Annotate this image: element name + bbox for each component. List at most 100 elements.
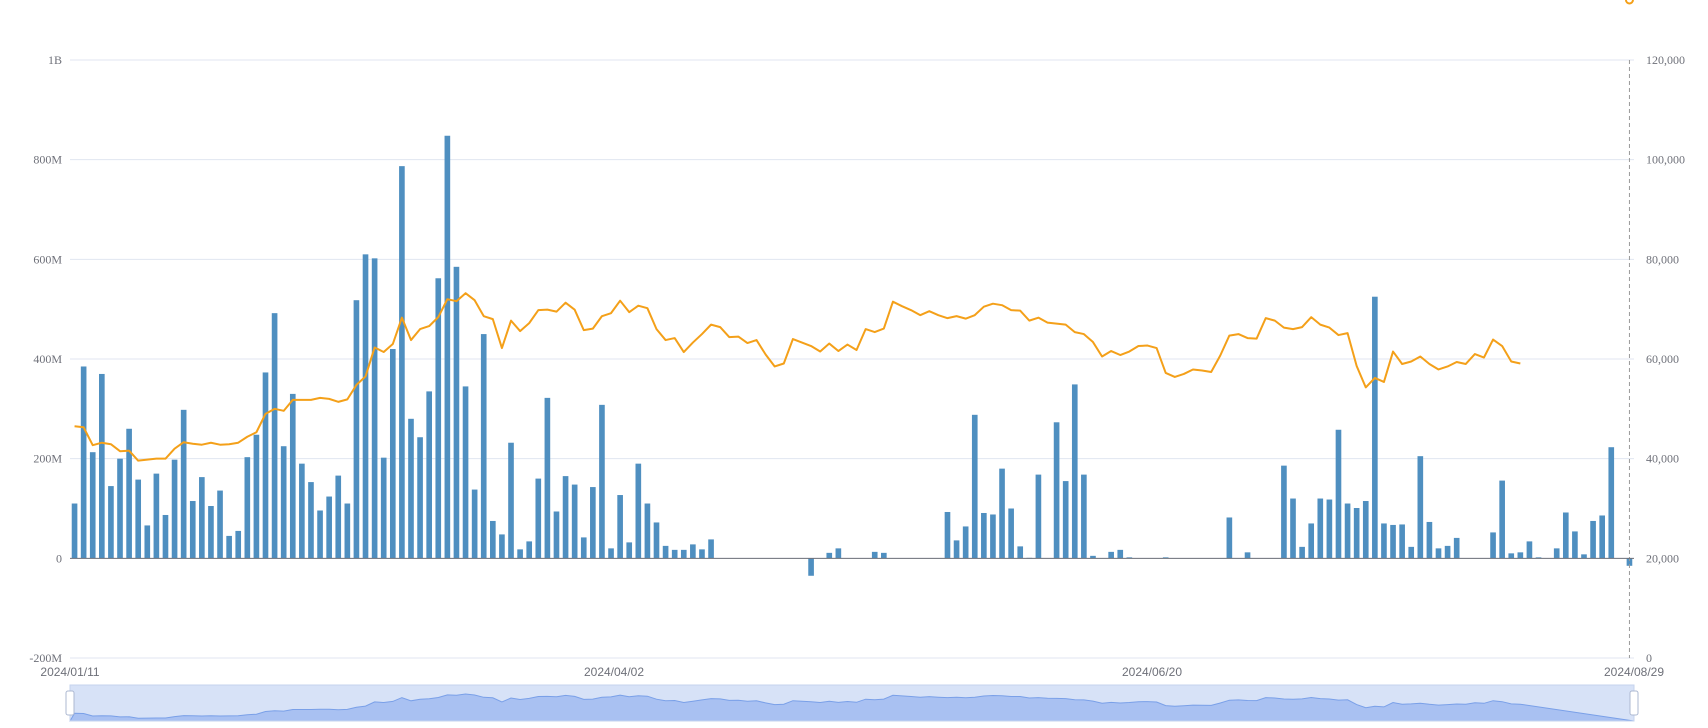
bar [1453,537,1460,559]
bar [126,428,132,559]
bar [426,391,432,559]
bar [1562,512,1569,559]
bar [1499,480,1505,559]
bar [680,549,687,559]
bar [999,468,1005,559]
bar [299,463,305,559]
bar [417,437,423,559]
bar [80,366,87,559]
bar [371,258,378,559]
bar [1053,422,1060,559]
bar [1553,548,1560,559]
bar [362,254,369,559]
right-tick-label: 80,000 [1646,252,1679,266]
zoom-preview-area [69,693,1635,722]
bar [535,478,542,559]
bar [981,512,987,559]
left-tick-label: -200M [29,651,62,665]
bar [1399,524,1405,559]
bar [517,549,523,559]
bar [389,349,396,559]
bar [153,473,160,559]
bar [1081,474,1087,559]
bar [1490,532,1496,559]
bar [462,386,469,559]
bar [826,552,833,559]
bar [1362,501,1369,559]
zoom-handle[interactable] [1629,690,1639,716]
right-axis: 120,000 100,000 80,000 60,000 40,000 20,000 0 [1646,53,1685,665]
bar [217,490,223,559]
bar [1517,552,1524,559]
bar [1435,548,1442,559]
bar [626,542,633,559]
bar [599,404,605,559]
bar [471,489,478,559]
bar [335,475,342,559]
bar [871,551,878,559]
left-tick-label: 0 [56,551,62,565]
bar [226,535,232,559]
bar [544,397,551,559]
bar [1372,296,1378,559]
bar [289,393,296,559]
bar [108,486,114,559]
bar [1008,508,1014,559]
x-tick-label: 2024/04/02 [584,665,644,679]
bar [571,484,578,559]
bar [1035,474,1042,559]
line-series [74,0,1634,658]
x-tick-label: 2024/06/20 [1122,665,1182,679]
bar [1344,503,1351,559]
bar [199,477,205,559]
bar [1390,524,1396,559]
x-tick-label: 2024/01/11 [40,665,99,679]
bar [453,266,460,559]
bar [344,503,351,559]
bar [881,552,887,559]
bar [244,457,251,559]
bar [708,539,714,559]
left-tick-label: 600M [33,252,62,266]
bar [353,300,360,559]
bar [71,503,78,559]
bar [135,479,142,559]
bar [1581,554,1587,559]
bar [699,549,705,559]
zoom-handle[interactable] [65,690,75,716]
bar [590,487,596,559]
left-tick-label: 400M [33,352,62,366]
bar [1381,523,1387,559]
bar [617,495,623,559]
bar [1108,551,1114,559]
bar [89,452,96,559]
bar [835,548,842,559]
bar [1017,546,1024,559]
bar [553,511,560,559]
line-end-marker [1624,0,1634,5]
bar [1117,549,1124,559]
x-tick-label: 2024/08/29 [1604,665,1664,679]
left-tick-label: 1B [48,53,62,67]
bar [171,459,178,559]
bar [671,549,678,559]
bar [990,514,996,559]
right-tick-label: 120,000 [1646,53,1685,67]
bar [1408,546,1415,559]
bar [662,545,669,559]
bar [1090,555,1096,559]
right-tick-label: 60,000 [1646,352,1679,366]
bar [162,514,169,559]
bar [508,442,514,559]
bar [253,434,260,559]
bar [399,166,405,559]
bar [1444,545,1451,559]
bar [499,534,505,559]
data-zoom-slider[interactable] [65,684,1639,722]
right-tick-label: 40,000 [1646,452,1679,466]
bar [1317,498,1324,559]
bar [1426,521,1433,559]
bar [208,506,214,559]
bar [1290,498,1296,559]
